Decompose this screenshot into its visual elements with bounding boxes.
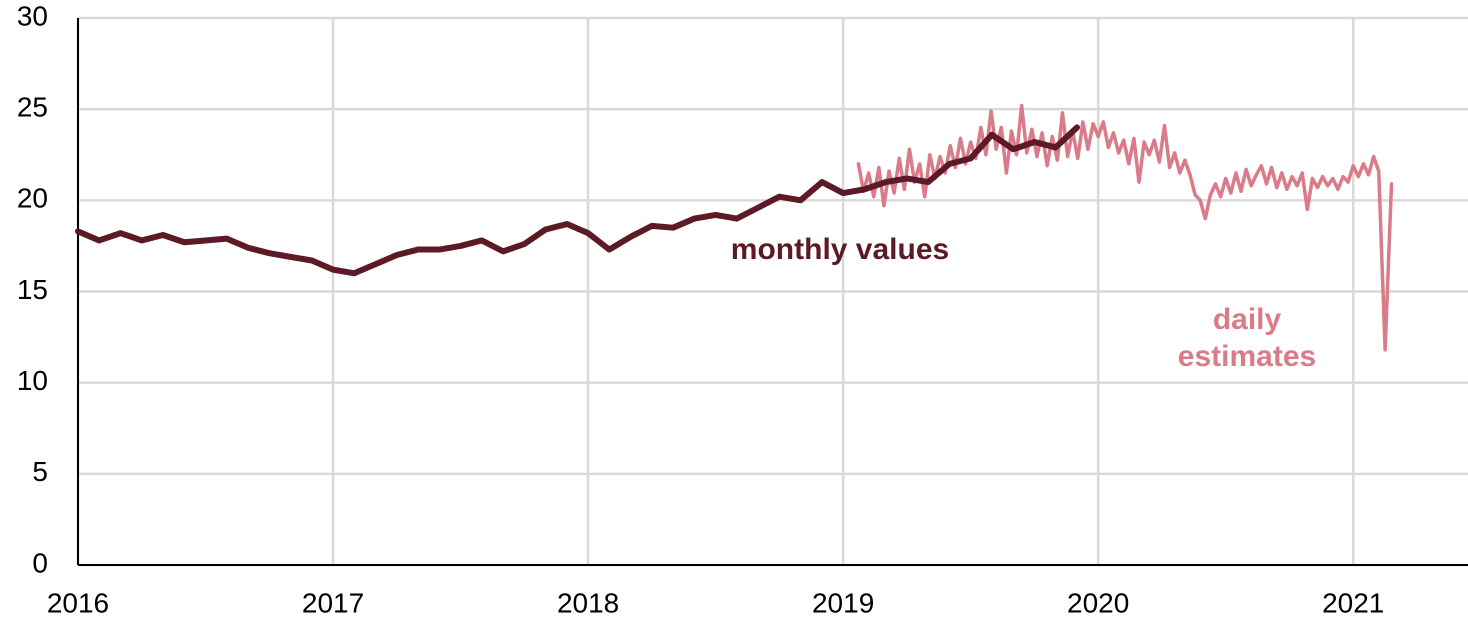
y-tick-label: 10	[17, 365, 48, 396]
annotation: monthly values	[731, 233, 949, 266]
y-tick-label: 5	[32, 456, 48, 487]
y-tick-label: 15	[17, 274, 48, 305]
line-series	[75, 124, 1081, 277]
annotation: estimates	[1178, 340, 1316, 373]
y-tick-label: 20	[17, 183, 48, 214]
y-tick-label: 25	[17, 92, 48, 123]
y-tick-label: 0	[32, 547, 48, 578]
x-tick-label: 2019	[812, 587, 874, 618]
x-tick-label: 2018	[557, 587, 619, 618]
annotation: daily	[1213, 303, 1282, 336]
y-tick-label: 30	[17, 0, 48, 31]
line-series	[856, 103, 1394, 352]
x-tick-label: 2021	[1322, 587, 1384, 618]
x-tick-label: 2016	[47, 587, 109, 618]
x-tick-label: 2020	[1067, 587, 1129, 618]
x-tick-label: 2017	[302, 587, 364, 618]
